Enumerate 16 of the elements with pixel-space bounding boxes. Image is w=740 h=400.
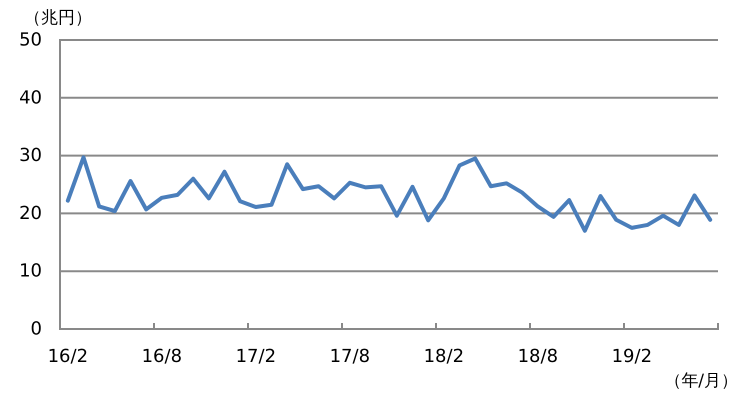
x-tick-label: 17/8 <box>330 346 370 367</box>
y-tick-label: 40 <box>19 87 42 108</box>
y-tick-label: 30 <box>19 145 42 166</box>
x-tick-label: 19/2 <box>612 346 652 367</box>
y-axis-title: （兆円） <box>24 8 92 28</box>
x-tick-label: 18/8 <box>518 346 558 367</box>
x-tick-label: 17/2 <box>236 346 276 367</box>
y-tick-label: 20 <box>19 202 42 224</box>
line-series <box>66 155 712 233</box>
x-tick-label: 18/2 <box>424 346 464 367</box>
x-tick-label: 16/2 <box>48 346 88 367</box>
y-tick-label: 10 <box>19 260 42 282</box>
y-tick-label: 50 <box>19 30 42 50</box>
x-tick-label: 16/8 <box>142 346 182 367</box>
y-tick-label: 0 <box>30 318 42 340</box>
x-axis-title: （年/月） <box>664 371 738 391</box>
